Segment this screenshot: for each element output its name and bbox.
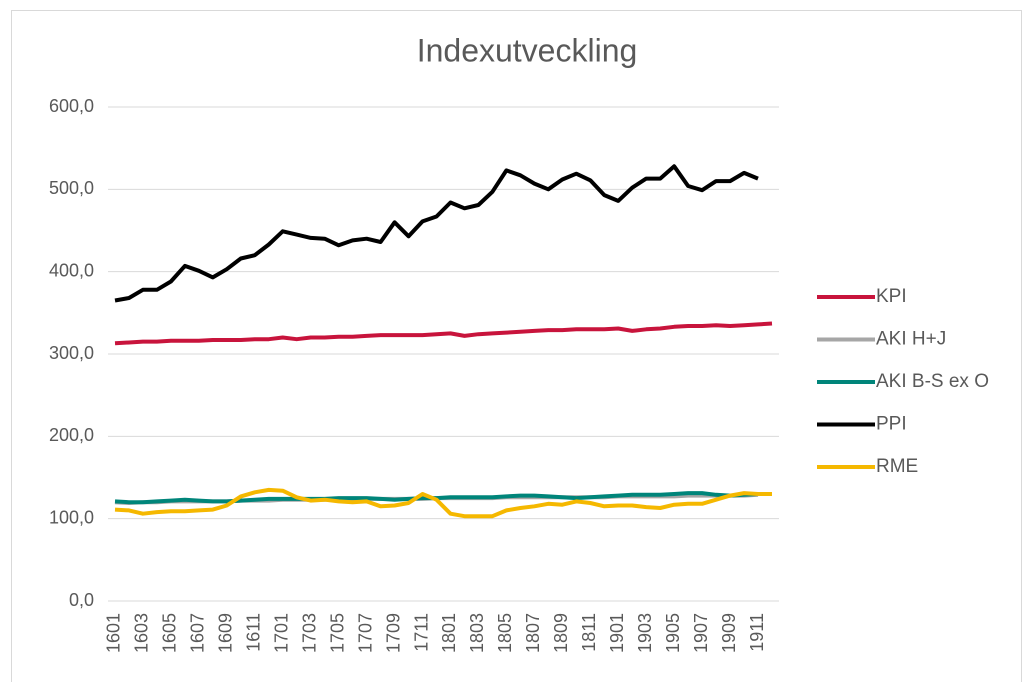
- legend-label: KPI: [876, 286, 907, 307]
- x-tick-label: 1803: [467, 613, 487, 653]
- x-tick-label: 1611: [244, 613, 264, 652]
- x-tick-label: 1711: [411, 613, 431, 652]
- y-tick-label: 0,0: [69, 590, 94, 610]
- series-line: [114, 164, 759, 303]
- legend-label: RME: [876, 456, 918, 477]
- x-tick-label: 1903: [635, 613, 655, 653]
- y-tick-label: 500,0: [49, 178, 94, 198]
- x-tick-label: 1701: [271, 613, 291, 653]
- legend-label: AKI H+J: [876, 329, 946, 350]
- y-tick-label: 600,0: [49, 96, 94, 116]
- x-tick-label: 1805: [495, 613, 515, 653]
- x-tick-label: 1605: [160, 613, 180, 653]
- x-tick-label: 1901: [607, 613, 627, 653]
- y-tick-label: 400,0: [49, 260, 94, 280]
- x-tick-label: 1601: [104, 613, 124, 653]
- x-tick-label: 1811: [579, 613, 599, 652]
- x-tick-label: 1907: [691, 613, 711, 653]
- x-tick-label: 1607: [188, 613, 208, 653]
- y-tick-label: 200,0: [49, 425, 94, 445]
- x-tick-label: 1705: [327, 613, 347, 653]
- chart-title: Indexutveckling: [417, 32, 638, 68]
- x-tick-label: 1603: [132, 613, 152, 653]
- x-tick-label: 1807: [523, 613, 543, 653]
- series-line: [114, 487, 772, 519]
- x-tick-label: 1911: [747, 613, 767, 652]
- x-tick-label: 1703: [299, 613, 319, 653]
- x-tick-label: 1905: [663, 613, 683, 653]
- chart-frame: [11, 10, 1022, 682]
- x-tick-label: 1609: [216, 613, 236, 653]
- series-line: [114, 321, 773, 346]
- x-tick-label: 1707: [355, 613, 375, 653]
- legend-label: PPI: [876, 414, 907, 435]
- x-tick-label: 1809: [551, 613, 571, 653]
- y-tick-label: 300,0: [49, 343, 94, 363]
- x-tick-label: 1709: [383, 613, 403, 653]
- x-tick-label: 1801: [439, 613, 459, 653]
- y-tick-label: 100,0: [49, 507, 94, 527]
- legend-label: AKI B-S ex O: [876, 371, 989, 392]
- x-tick-label: 1909: [719, 613, 739, 653]
